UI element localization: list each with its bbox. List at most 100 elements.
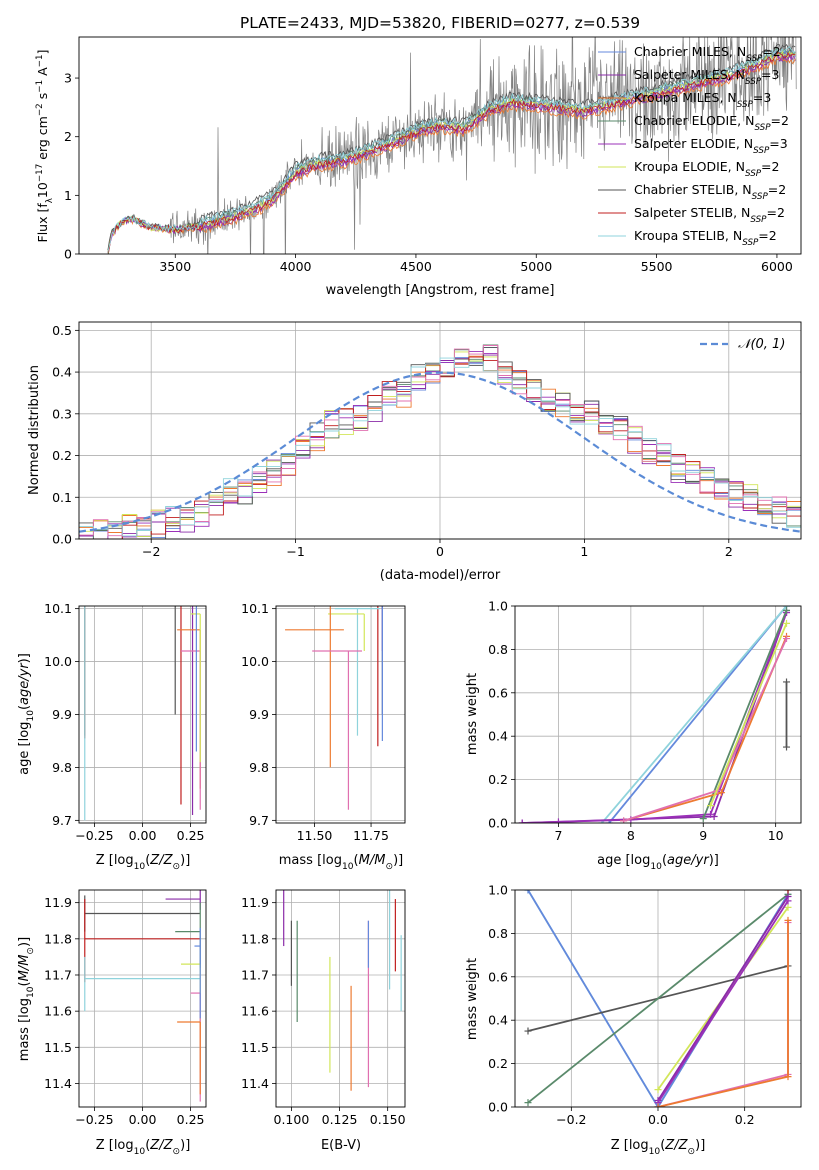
weight-marker (710, 812, 718, 820)
x-tick-label: −0.25 (75, 1112, 113, 1127)
weight-line (608, 606, 788, 823)
x-tick-label: 11.75 (353, 828, 389, 843)
plot-area (79, 344, 801, 539)
weight-marker (717, 789, 725, 797)
y-tick-label: 10.0 (44, 654, 72, 669)
x-tick-label: 3500 (159, 259, 191, 274)
x-tick-label: 0 (436, 544, 444, 559)
y-tick-label: 11.7 (44, 967, 72, 982)
x-axis-label: age [log10(age/yr)] (597, 853, 719, 872)
x-tick-label: 5500 (641, 259, 673, 274)
y-tick-label: 11.6 (241, 1004, 269, 1019)
data-point (84, 606, 86, 821)
weight-series (654, 916, 792, 1107)
weight-marker (699, 815, 707, 823)
plot-area (107, 37, 797, 254)
axes-frame (78, 605, 207, 824)
x-tick-label: 6000 (761, 259, 793, 274)
data-point (165, 890, 201, 910)
y-tick-label: 0.5 (52, 323, 72, 338)
weight-marker (783, 619, 791, 627)
y-tick-label: 0.2 (52, 448, 72, 463)
age-vs-metallicity-panel: −0.25 0.00 0.25 9.7 9.8 9.9 10.0 10.1 Z [log10(Z… (17, 601, 207, 872)
weight-series (598, 606, 791, 823)
data-point (175, 902, 201, 968)
x-tick-label: −0.25 (75, 828, 113, 843)
weight-series (706, 619, 791, 810)
data-point (174, 606, 176, 715)
plot-area (283, 890, 402, 1091)
x-tick-label: 0.25 (177, 828, 205, 843)
x-tick-label: 1 (580, 544, 588, 559)
y-tick-label: 9.8 (249, 760, 269, 775)
weight-marker (654, 1086, 662, 1094)
y-tick-label: 0.2 (488, 1056, 508, 1071)
weight-marker (783, 635, 791, 643)
x-axis-label: mass [log10(M/M⊙)] (279, 853, 403, 872)
model-spectrum-line (107, 44, 796, 251)
weight-series (783, 678, 791, 751)
legend-entry: Salpeter MILES, NSSP=3 (634, 67, 779, 87)
y-tick-label: 0.1 (52, 490, 72, 505)
y-tick-label: 9.8 (52, 760, 72, 775)
x-tick-label: 8 (627, 828, 635, 843)
legend-entry: Kroupa ELODIE, NSSP=2 (634, 159, 779, 179)
y-tick-label: 10.0 (241, 654, 269, 669)
y-tick-label: 1.0 (488, 599, 508, 614)
axes-frame (514, 605, 802, 824)
weight-marker (783, 606, 791, 614)
mass-vs-ebv-panel: 0.100 0.125 0.150 11.4 11.5 11.6 11.7 11.8 11.9 E… (241, 889, 406, 1153)
weight-series (784, 890, 792, 894)
data-point (381, 606, 383, 715)
weight-marker (784, 897, 792, 905)
weight-marker (654, 1103, 662, 1107)
legend-entry: Chabrier ELODIE, NSSP=2 (634, 113, 789, 133)
y-tick-label: 11.9 (241, 895, 269, 910)
y-tick-label: 11.4 (44, 1076, 72, 1091)
x-axis-label: E(B-V) (321, 1138, 361, 1153)
weight-marker (784, 903, 792, 911)
x-tick-label: 7 (554, 828, 562, 843)
data-point (191, 606, 194, 816)
x-axis-label: Z [log10(Z/Z⊙)] (96, 1138, 191, 1157)
normal-distribution-curve (79, 371, 801, 533)
axes-frame (514, 889, 802, 1108)
weight-series (699, 606, 791, 823)
y-tick-label: 0.2 (488, 772, 508, 787)
residuals-panel: −2 −1 0 1 2 0.0 0.1 0.2 0.3 0.4 0.5 𝒩(0, 1) (data-mo… (27, 321, 802, 583)
weight-line (709, 623, 788, 806)
weight-marker (784, 890, 792, 894)
y-tick-label: 0.0 (488, 1100, 508, 1115)
data-point (312, 650, 362, 810)
y-axis-label: mass weight (465, 958, 480, 1040)
x-axis-label: Z [log10(Z/Z⊙)] (611, 1138, 706, 1157)
data-point (180, 606, 182, 805)
y-tick-label: 0.6 (488, 685, 508, 700)
y-tick-label: 11.5 (44, 1040, 72, 1055)
y-tick-label: 0.4 (52, 365, 72, 380)
y-tick-label: 11.8 (44, 931, 72, 946)
x-tick-label: 0.00 (129, 828, 157, 843)
weight-marker (554, 818, 562, 823)
x-tick-label: 9 (699, 828, 707, 843)
x-tick-label: 11.50 (297, 828, 333, 843)
y-tick-label: 0.8 (488, 642, 508, 657)
residual-histogram (79, 357, 801, 539)
weight-series (654, 893, 792, 1104)
x-tick-label: 0.0 (648, 1112, 668, 1127)
spectrum-title: PLATE=2433, MJD=53820, FIBERID=0277, z=0… (240, 14, 640, 32)
data-point (285, 606, 344, 768)
legend-entry: Kroupa STELIB, NSSP=2 (634, 228, 777, 248)
legend-entry: Kroupa MILES, NSSP=3 (634, 90, 771, 110)
model-spectrum-line (107, 51, 796, 253)
y-tick-label: 9.7 (52, 813, 72, 828)
y-axis-label: mass weight (465, 673, 480, 755)
y-tick-label: 10.1 (241, 601, 269, 616)
y-tick-label: 11.6 (44, 1004, 72, 1019)
model-spectrum-line (107, 46, 796, 252)
plot-area (518, 606, 791, 823)
legend-entry: Salpeter ELODIE, NSSP=3 (634, 136, 788, 156)
y-tick-label: 11.9 (44, 895, 72, 910)
y-tick-label: 9.9 (249, 707, 269, 722)
